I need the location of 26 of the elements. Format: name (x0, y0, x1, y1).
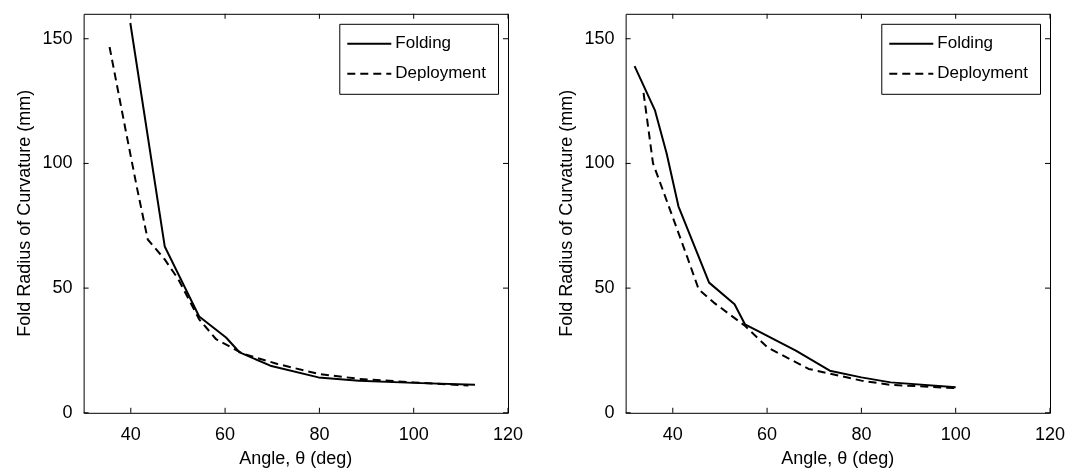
y-tick-label: 50 (594, 277, 615, 298)
y-axis-title: Fold Radius of Curvature (mm) (555, 89, 576, 337)
y-tick-label: 150 (584, 27, 615, 48)
x-tick-label: 120 (492, 423, 524, 444)
legend-label: Deployment (937, 63, 1029, 83)
legend-label: Folding (937, 33, 994, 53)
x-tick-label: 100 (398, 423, 429, 444)
x-tick-label: 120 (1034, 423, 1066, 444)
x-tick-label: 60 (215, 423, 236, 444)
y-tick-label: 100 (42, 152, 73, 173)
x-axis-title: Angle, θ (deg) (781, 448, 895, 469)
x-tick-label: 40 (662, 423, 683, 444)
legend-label: Deployment (395, 63, 487, 83)
y-tick-label: 150 (42, 27, 73, 48)
x-tick-label: 60 (757, 423, 778, 444)
y-tick-label: 0 (604, 401, 615, 422)
x-axis-title: Angle, θ (deg) (239, 448, 353, 469)
legend-label: Folding (395, 33, 452, 53)
y-tick-label: 100 (584, 152, 615, 173)
x-tick-label: 80 (851, 423, 872, 444)
x-tick-label: 40 (120, 423, 141, 444)
x-tick-label: 80 (309, 423, 330, 444)
y-tick-label: 50 (52, 277, 73, 298)
y-tick-label: 0 (62, 401, 73, 422)
y-axis-title: Fold Radius of Curvature (mm) (13, 89, 34, 337)
x-tick-label: 100 (940, 423, 971, 444)
